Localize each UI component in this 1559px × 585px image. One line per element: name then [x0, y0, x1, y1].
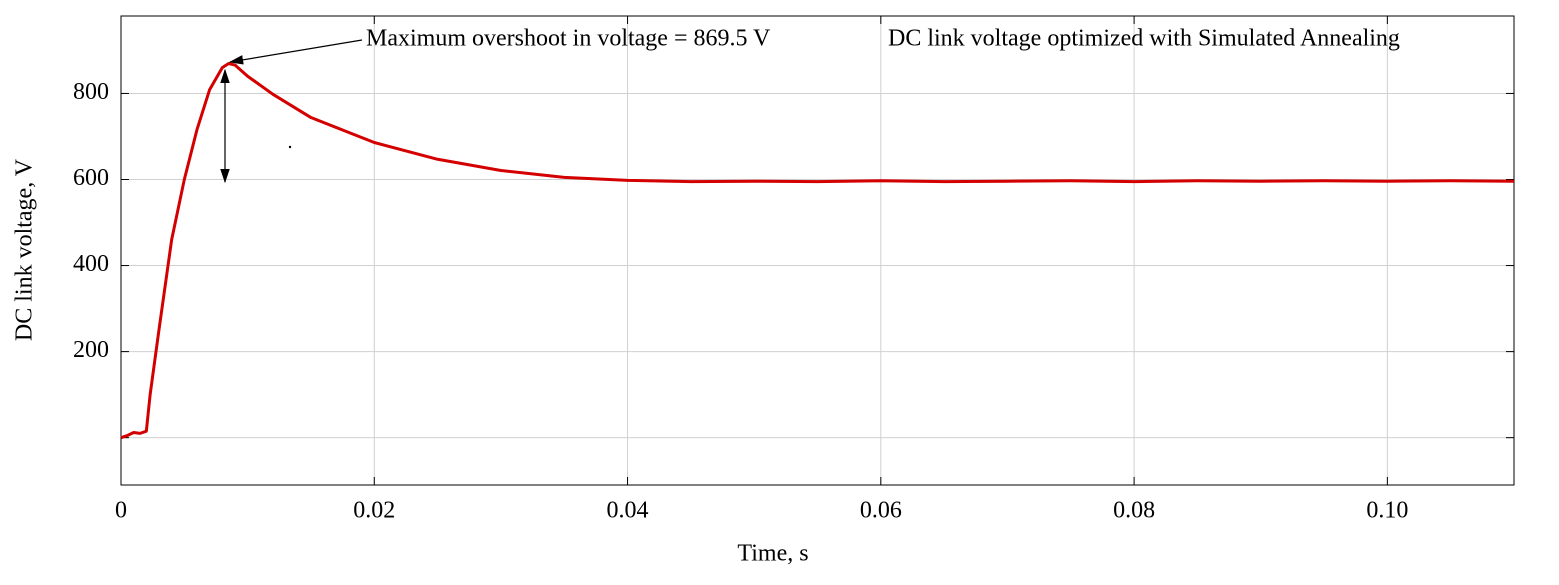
y-tick-label: 600 [73, 165, 109, 191]
y-tick-label: 800 [73, 79, 109, 105]
x-tick-label: 0.04 [607, 498, 649, 524]
data-line [120, 62, 1515, 440]
x-tick-label: 0.08 [1113, 498, 1155, 524]
annotation: Maximum overshoot in voltage = 869.5 V [366, 26, 771, 52]
plot-frame [120, 15, 1515, 486]
x-tick-label: 0 [115, 498, 127, 524]
y-axis-label: DC link voltage, V [12, 158, 38, 341]
x-tick-label: 0.10 [1366, 498, 1408, 524]
x-tick-label: 0.02 [353, 498, 395, 524]
y-tick-label: 400 [73, 251, 109, 277]
x-axis-label: Time, s [737, 541, 808, 567]
stray-dot [288, 145, 292, 149]
x-tick-label: 0.06 [860, 498, 902, 524]
annotation-arrow [228, 39, 363, 65]
annotation: DC link voltage optimized with Simulated… [888, 26, 1400, 52]
y-tick-label: 200 [73, 337, 109, 363]
